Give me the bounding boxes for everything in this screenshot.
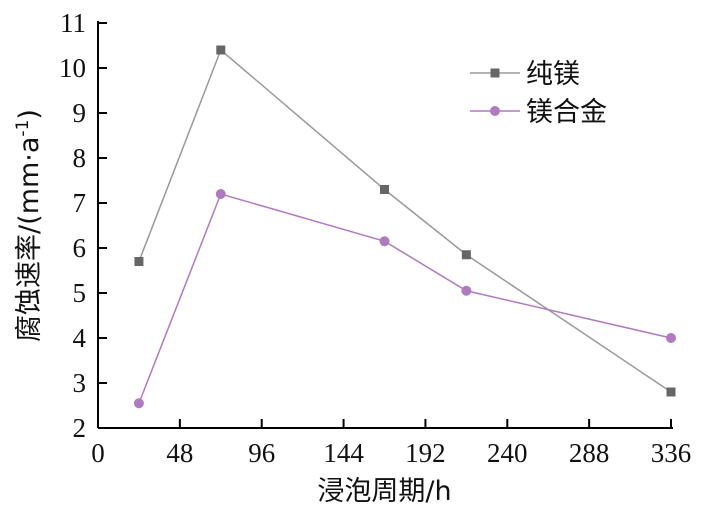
y-axis-title-main: 腐蚀速率/(mm·a [14, 137, 45, 342]
x-tick-label-48: 48 [166, 438, 193, 468]
data-point-0-3 [461, 250, 471, 260]
data-point-1-1 [215, 189, 226, 199]
y-tick-label-6: 6 [73, 233, 87, 263]
axes [97, 21, 673, 429]
y-tick-label-11: 11 [60, 8, 86, 38]
y-axis-title-superscript: -1 [13, 120, 33, 137]
data-point-1-3 [461, 285, 472, 296]
y-axis-ticks: 2 3 4 5 6 7 8 9 10 11 [59, 8, 107, 443]
data-point-0-0 [134, 257, 144, 266]
series-1 [133, 189, 676, 409]
x-tick-label-288: 288 [569, 438, 610, 468]
data-point-1-0 [133, 398, 144, 409]
y-tick-label-5: 5 [73, 278, 87, 308]
series-layer [133, 45, 676, 409]
x-tick-label-192: 192 [405, 438, 446, 468]
y-tick-label-3: 3 [73, 368, 87, 398]
y-axis-title-suffix: ) [14, 109, 45, 120]
y-axis-title: 腐蚀速率/(mm·a-1) [13, 109, 45, 342]
x-axis-ticks: 0 48 96 144 192 240 288 336 [91, 419, 691, 468]
data-point-0-4 [666, 387, 676, 397]
x-axis-title: 浸泡周期/h [317, 476, 451, 507]
legend-marker-1 [490, 106, 500, 116]
y-tick-label-7: 7 [73, 188, 87, 218]
y-tick-label-10: 10 [59, 53, 86, 83]
x-tick-label-0: 0 [91, 438, 105, 468]
y-tick-label-8: 8 [73, 143, 87, 173]
data-point-1-4 [666, 333, 676, 343]
y-tick-label-4: 4 [73, 323, 87, 353]
data-point-0-2 [380, 185, 389, 194]
x-tick-label-240: 240 [487, 438, 528, 468]
legend-marker-0 [490, 68, 500, 78]
x-tick-label-144: 144 [323, 438, 364, 468]
y-tick-label-2: 2 [73, 413, 87, 443]
data-point-1-2 [379, 236, 390, 247]
x-tick-label-336: 336 [651, 438, 692, 468]
x-tick-label-96: 96 [248, 438, 275, 468]
y-tick-label-9: 9 [73, 98, 87, 128]
series-0 [134, 45, 676, 397]
data-point-0-1 [216, 45, 226, 55]
series-line-1 [138, 193, 672, 404]
legend-label-1: 镁合金 [526, 97, 607, 128]
legend-label-0: 纯镁 [526, 59, 580, 90]
